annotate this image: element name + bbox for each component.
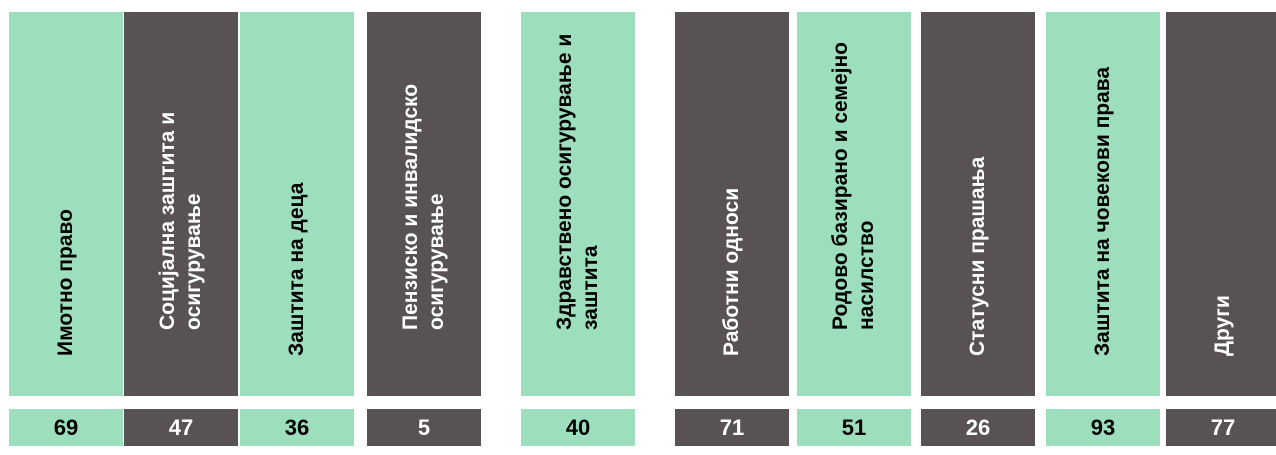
category-header-6: Работни односи (675, 12, 789, 396)
category-value-9: 93 (1046, 409, 1160, 446)
category-value-10: 77 (1166, 409, 1276, 446)
category-label: Здравствено осигурување и заштита (553, 33, 602, 330)
category-label: Статусни прашања (966, 156, 989, 356)
category-header-2: Социјална заштита и осигурување (124, 12, 238, 396)
category-value-7: 51 (797, 409, 911, 446)
category-header-3: Заштита на деца (240, 12, 354, 396)
category-value-8: 26 (921, 409, 1035, 446)
category-value-2: 47 (124, 409, 238, 446)
category-header-10: Други (1166, 12, 1276, 396)
category-value-4: 5 (367, 409, 481, 446)
category-label: Социјална заштита и осигурување (156, 111, 205, 330)
category-header-4: Пензиско и инвалидско осигурување (367, 12, 481, 396)
category-label: Родово базирано и семејно насилство (829, 42, 878, 330)
category-value-5: 40 (521, 409, 635, 446)
category-header-7: Родово базирано и семејно насилство (797, 12, 911, 396)
category-label: Заштита на човекови права (1091, 66, 1114, 356)
category-label: Пензиско и инвалидско осигурување (399, 83, 448, 330)
category-header-5: Здравствено осигурување и заштита (521, 12, 635, 396)
category-header-1: Имотно право (9, 12, 123, 396)
category-value-3: 36 (240, 409, 354, 446)
category-label: Имотно право (54, 209, 77, 356)
category-value-6: 71 (675, 409, 789, 446)
category-value-1: 69 (9, 409, 123, 446)
category-header-9: Заштита на човекови права (1046, 12, 1160, 396)
category-label: Заштита на деца (285, 182, 308, 356)
category-header-8: Статусни прашања (921, 12, 1035, 396)
category-label: Други (1211, 295, 1234, 356)
category-label: Работни односи (720, 187, 743, 356)
